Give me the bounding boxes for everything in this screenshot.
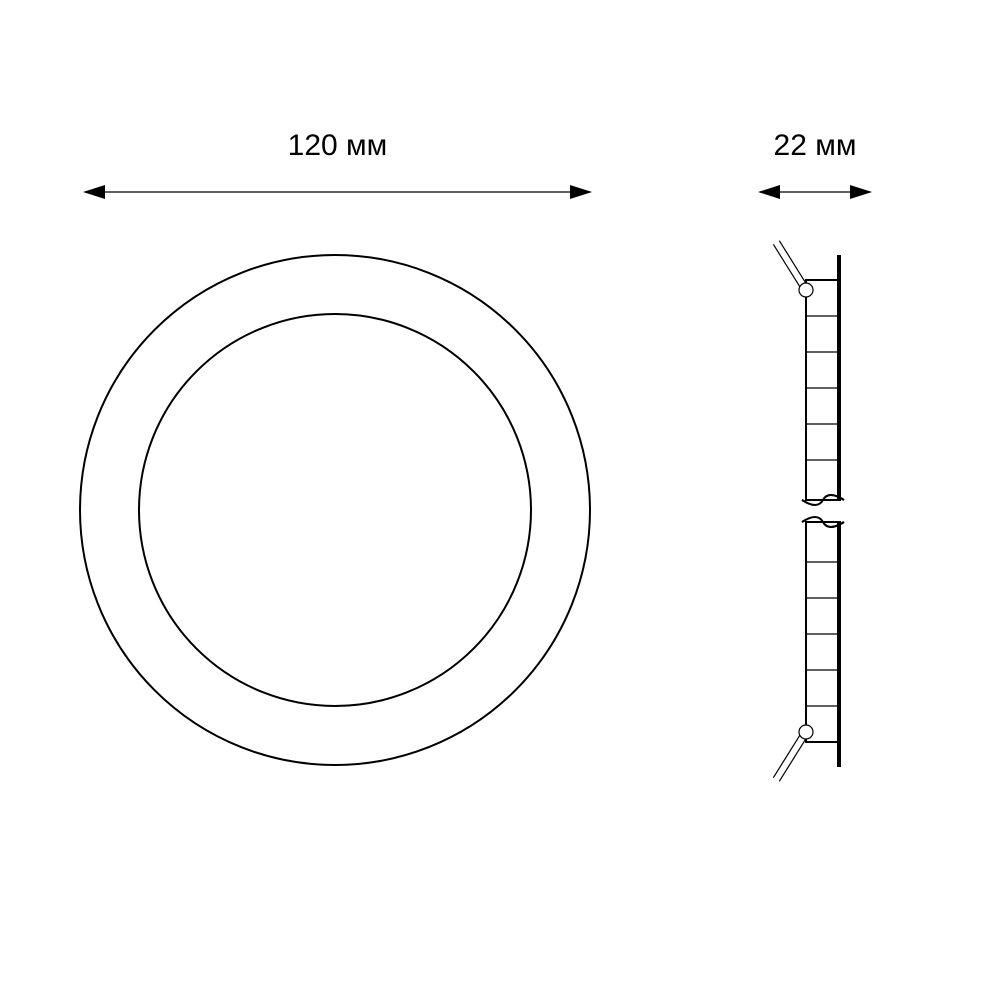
front-dimension-label: 120 мм	[288, 129, 388, 162]
side-dimension-label: 22 мм	[774, 129, 857, 162]
clip-arm	[773, 244, 803, 291]
technical-drawing: 120 мм 22 мм	[0, 0, 1000, 1000]
clip-arm	[779, 241, 809, 288]
side-view	[773, 241, 846, 782]
clip-pivot	[799, 725, 813, 739]
clip-arm	[779, 734, 809, 781]
clip-pivot	[799, 283, 813, 297]
side-body-lower	[806, 522, 838, 742]
clip-arm	[773, 730, 803, 777]
side-body-upper	[806, 280, 838, 500]
front-inner-circle	[139, 314, 531, 706]
front-outer-circle	[80, 255, 590, 765]
